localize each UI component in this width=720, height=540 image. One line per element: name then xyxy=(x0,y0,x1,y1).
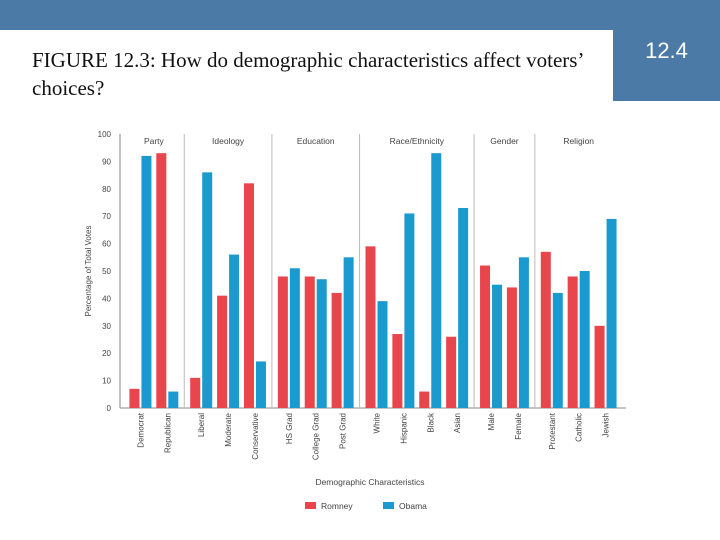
slide-title: FIGURE 12.3: How do demographic characte… xyxy=(32,48,583,100)
obama-legend-label: Obama xyxy=(399,501,427,511)
obama-bar xyxy=(431,153,442,408)
section-badge: 12.4 xyxy=(613,0,720,101)
obama-bar xyxy=(255,361,266,408)
x-tick-label: Protestant xyxy=(548,412,557,449)
top-band xyxy=(0,0,720,30)
x-tick-label: Republican xyxy=(163,413,172,453)
y-tick-label: 60 xyxy=(102,240,111,249)
group-label: Ideology xyxy=(212,136,245,146)
obama-bar xyxy=(404,213,415,408)
obama-bar xyxy=(552,292,563,408)
y-axis-label: Percentage of Total Votes xyxy=(84,225,93,316)
romney-legend-swatch xyxy=(305,502,316,509)
obama-bar xyxy=(289,268,300,408)
x-tick-label: Black xyxy=(426,412,435,433)
romney-bar xyxy=(331,292,342,408)
group-label: Education xyxy=(297,136,335,146)
y-tick-label: 80 xyxy=(102,185,111,194)
romney-bar xyxy=(540,251,551,408)
x-tick-label: Male xyxy=(487,412,496,430)
romney-legend-label: Romney xyxy=(321,501,353,511)
obama-bar xyxy=(492,284,503,408)
y-tick-label: 0 xyxy=(107,404,112,413)
romney-bar xyxy=(506,287,517,408)
x-tick-label: Hispanic xyxy=(399,413,408,444)
y-tick-label: 20 xyxy=(102,349,111,358)
y-tick-label: 40 xyxy=(102,294,111,303)
romney-bar xyxy=(129,388,140,408)
romney-bar xyxy=(446,336,457,408)
y-tick-label: 50 xyxy=(102,267,111,276)
romney-bar xyxy=(190,377,201,408)
x-tick-label: Democrat xyxy=(136,412,145,447)
group-label: Gender xyxy=(490,136,519,146)
x-tick-label: Post Grad xyxy=(339,413,348,449)
romney-bar xyxy=(392,334,403,408)
x-axis-label: Demographic Characteristics xyxy=(315,477,424,487)
obama-bar xyxy=(202,172,213,408)
x-tick-label: Liberal xyxy=(197,413,206,437)
x-tick-label: Female xyxy=(514,412,523,439)
x-tick-label: Moderate xyxy=(224,412,233,446)
obama-legend-swatch xyxy=(383,502,394,509)
group-label: Race/Ethnicity xyxy=(390,136,445,146)
group-label: Party xyxy=(144,136,165,146)
x-tick-label: Jewish xyxy=(602,413,611,437)
group-label: Religion xyxy=(563,136,594,146)
obama-bar xyxy=(458,207,469,408)
romney-bar xyxy=(365,246,376,408)
y-tick-label: 70 xyxy=(102,212,111,221)
x-tick-label: Catholic xyxy=(575,413,584,442)
romney-bar xyxy=(277,276,288,408)
romney-bar xyxy=(243,183,254,408)
obama-bar xyxy=(377,301,388,408)
y-tick-label: 10 xyxy=(102,377,111,386)
obama-bar xyxy=(229,254,240,408)
obama-bar xyxy=(579,271,590,408)
x-tick-label: White xyxy=(373,412,382,433)
romney-bar xyxy=(156,153,167,408)
obama-bar xyxy=(141,155,152,408)
obama-bar xyxy=(606,218,617,408)
romney-bar xyxy=(419,391,430,408)
obama-bar xyxy=(343,257,354,408)
obama-bar xyxy=(316,279,327,408)
romney-bar xyxy=(304,276,315,408)
x-tick-label: Asian xyxy=(453,413,462,433)
x-tick-label: College Grad xyxy=(312,413,321,460)
obama-bar xyxy=(168,391,179,408)
obama-bar xyxy=(518,257,529,408)
vote-chart: Percentage of Total Votes 0 10 20 30 40 50 60 70… xyxy=(84,130,626,511)
romney-bar xyxy=(594,325,605,408)
romney-bar xyxy=(480,265,491,408)
x-tick-label: Conservative xyxy=(251,412,260,459)
y-tick-label: 90 xyxy=(102,157,111,166)
y-tick-label: 100 xyxy=(98,130,112,139)
romney-bar xyxy=(217,295,228,408)
y-tick-label: 30 xyxy=(102,322,111,331)
x-tick-label: HS Grad xyxy=(285,413,294,444)
romney-bar xyxy=(567,276,578,408)
